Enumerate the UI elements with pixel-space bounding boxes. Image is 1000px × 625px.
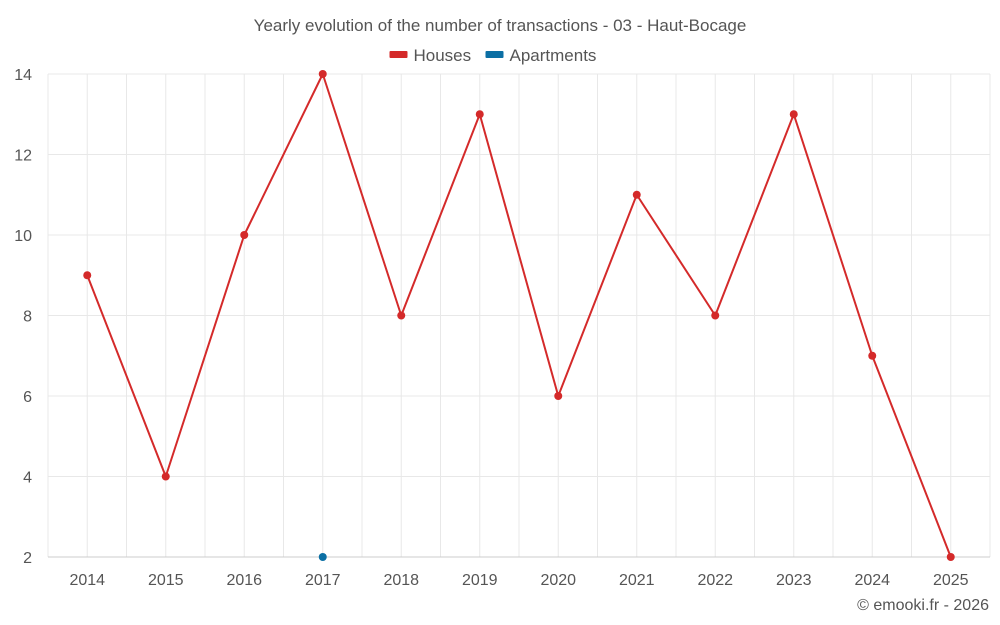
x-tick-label: 2017 bbox=[305, 572, 341, 589]
x-tick-label: 2021 bbox=[619, 572, 655, 589]
y-tick-label: 4 bbox=[23, 470, 32, 487]
data-point-houses-2015[interactable] bbox=[161, 472, 170, 481]
chart-title: Yearly evolution of the number of transa… bbox=[254, 16, 747, 35]
x-tick-label: 2024 bbox=[854, 572, 890, 589]
x-tick-label: 2015 bbox=[148, 572, 184, 589]
data-point-houses-2024[interactable] bbox=[868, 351, 877, 360]
x-tick-label: 2020 bbox=[540, 572, 576, 589]
legend-item-apartments[interactable]: Apartments bbox=[485, 46, 597, 65]
data-point-houses-2023[interactable] bbox=[789, 110, 798, 119]
data-point-houses-2025[interactable] bbox=[946, 553, 955, 561]
data-point-houses-2017[interactable] bbox=[318, 70, 327, 78]
x-axis: 2014 2015 2016 2017 2018 2019 2020 2021 2022 2023… bbox=[48, 556, 990, 589]
legend-label: Houses bbox=[414, 46, 472, 65]
x-tick-label: 2016 bbox=[226, 572, 262, 589]
credit-text: © emooki.fr - 2026 bbox=[857, 597, 989, 614]
grid bbox=[47, 73, 991, 557]
y-tick-label: 2 bbox=[23, 550, 32, 567]
legend-swatch bbox=[389, 51, 408, 58]
y-tick-label: 6 bbox=[23, 389, 32, 406]
data-point-apartments-2017[interactable] bbox=[318, 553, 327, 561]
legend-label: Apartments bbox=[510, 46, 597, 65]
legend-item-houses[interactable]: Houses bbox=[389, 46, 472, 65]
x-tick-label: 2025 bbox=[933, 572, 969, 589]
y-axis: 2 4 6 8 10 12 14 bbox=[14, 67, 32, 567]
y-tick-label: 10 bbox=[14, 228, 32, 245]
x-tick-label: 2022 bbox=[697, 572, 733, 589]
x-tick-label: 2018 bbox=[383, 572, 419, 589]
data-point-houses-2018[interactable] bbox=[397, 311, 406, 320]
data-point-houses-2019[interactable] bbox=[475, 110, 484, 119]
y-tick-label: 12 bbox=[14, 148, 32, 165]
y-tick-label: 14 bbox=[14, 67, 32, 84]
series-layer bbox=[83, 70, 955, 561]
x-tick-label: 2014 bbox=[69, 572, 105, 589]
data-point-houses-2020[interactable] bbox=[554, 392, 563, 400]
data-point-houses-2022[interactable] bbox=[711, 311, 720, 320]
data-point-houses-2016[interactable] bbox=[240, 231, 249, 239]
legend-swatch bbox=[485, 51, 504, 58]
data-point-houses-2021[interactable] bbox=[632, 190, 641, 199]
series-line-houses bbox=[86, 73, 952, 558]
x-tick-label: 2019 bbox=[462, 572, 498, 589]
legend: Houses Apartments bbox=[389, 46, 597, 65]
y-tick-label: 8 bbox=[23, 309, 32, 326]
x-tick-label: 2023 bbox=[776, 572, 812, 589]
data-point-houses-2014[interactable] bbox=[83, 271, 92, 280]
